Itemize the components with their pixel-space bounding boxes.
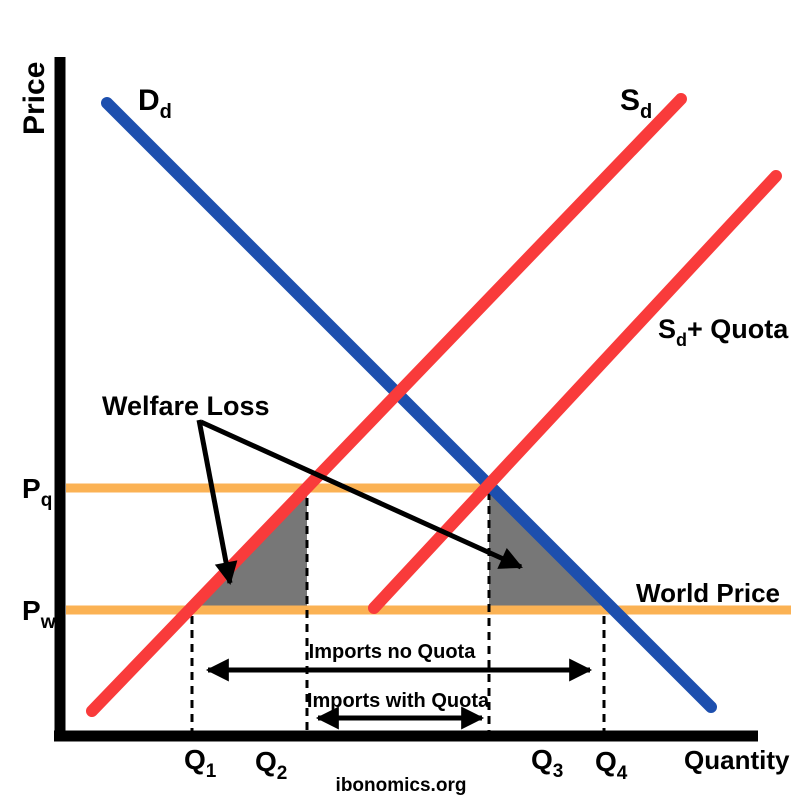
demand-curve: [101, 97, 717, 713]
supply-plus-quota-label: Sd+ Quota: [658, 314, 789, 350]
watermark-text: ibonomics.org: [336, 775, 467, 796]
y-axis-label: Price: [18, 62, 51, 135]
imports-with-quota-label: Imports with Quota: [307, 690, 490, 712]
x-axis-label: Quantity: [684, 745, 790, 775]
demand-curve-label: Dd: [138, 84, 172, 123]
welfare-loss-arrow-left: [196, 419, 238, 586]
q4-label: Q4: [595, 746, 628, 784]
welfare-loss-arrow-right: [199, 419, 523, 570]
world-price-text: World Price: [636, 578, 780, 608]
price-world-label: Pw: [22, 595, 56, 633]
q2-label: Q2: [255, 746, 287, 784]
imports-no-quota-label: Imports no Quota: [309, 641, 477, 663]
supply-plus-quota-curve: [368, 170, 782, 614]
welfare-loss-label: Welfare Loss: [102, 391, 270, 421]
q1-label: Q1: [184, 744, 217, 782]
price-quota-label: Pq: [22, 473, 52, 511]
supply-curve-label: Sd: [620, 84, 652, 123]
q3-label: Q3: [531, 744, 563, 782]
supply-curve: [86, 93, 687, 717]
